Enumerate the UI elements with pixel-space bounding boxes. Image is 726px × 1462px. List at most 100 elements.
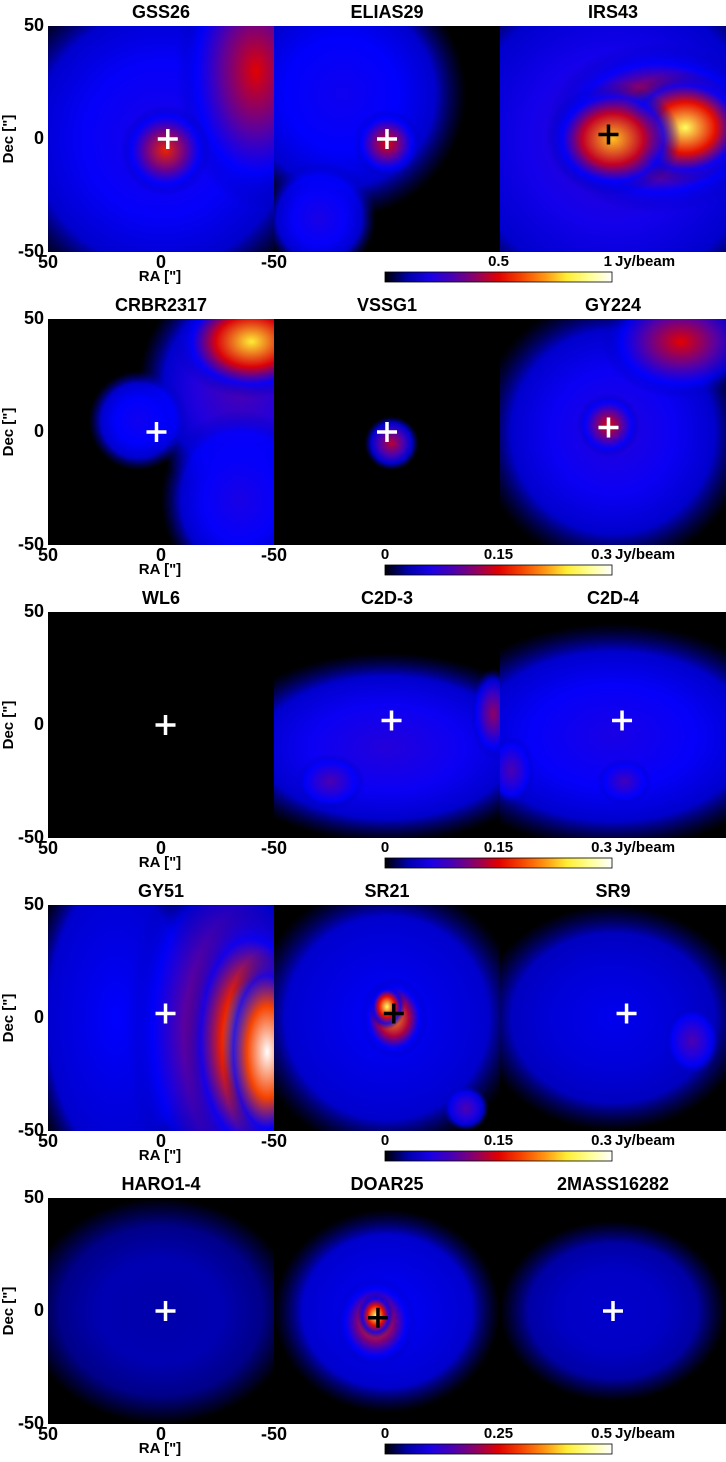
panel-title: ELIAS29 — [350, 2, 423, 22]
ra-tick-label: 0 — [156, 838, 166, 858]
dec-axis-label: Dec ["] — [0, 115, 17, 164]
panel-title: SR21 — [364, 881, 409, 901]
colorbar-tick-label: 0.25 — [484, 1425, 513, 1442]
emission — [500, 905, 726, 1131]
dec-tick-label: 0 — [34, 1300, 44, 1320]
source-cross — [383, 1003, 404, 1024]
map-panel — [48, 319, 274, 545]
dec-tick-label: -50 — [18, 1413, 44, 1433]
emission — [443, 1085, 489, 1131]
panel-row: GSS26 ELIAS29 IRS43 50 0 -50 Dec ["] 50 0 -50 RA [… — [0, 2, 726, 285]
colorbar-tick-label: 0.3 — [591, 546, 612, 563]
panel-title: C2D-4 — [587, 588, 639, 608]
panel-title: 2MASS16282 — [557, 1174, 669, 1194]
ra-axis-label: RA ["] — [139, 268, 181, 285]
dec-tick-label: 0 — [34, 714, 44, 734]
dec-axis-label: Dec ["] — [0, 701, 17, 750]
ra-tick-label: -50 — [261, 252, 287, 272]
colorbar — [384, 1150, 613, 1162]
ra-tick-label: 50 — [38, 1131, 58, 1151]
dec-axis-label: Dec ["] — [0, 1287, 17, 1336]
emission — [470, 668, 500, 759]
colorbar — [384, 1443, 613, 1455]
panel-title: GY224 — [585, 295, 641, 315]
source-cross — [598, 124, 619, 145]
ra-tick-label: 0 — [156, 1131, 166, 1151]
source-cross — [155, 1003, 176, 1024]
colorbar — [384, 564, 613, 576]
map-panel — [48, 1198, 274, 1424]
colorbar-tick-label: 0 — [381, 1425, 389, 1442]
dec-tick-label: 0 — [34, 1007, 44, 1027]
map-panel — [500, 612, 726, 838]
emission — [161, 409, 274, 545]
ra-tick-label: -50 — [261, 838, 287, 858]
map-panel — [48, 26, 274, 252]
emission — [88, 370, 189, 471]
dec-tick-label: 50 — [24, 601, 44, 621]
emission — [500, 623, 726, 838]
colorbar-tick-label: 0.3 — [591, 1132, 612, 1149]
map-panel — [48, 612, 274, 838]
source-cross — [155, 1301, 176, 1321]
ra-axis-label: RA ["] — [139, 1147, 181, 1164]
colorbar-tick-label: 1 — [604, 253, 612, 270]
ra-axis-label: RA ["] — [139, 561, 181, 578]
ra-tick-label: 0 — [156, 545, 166, 565]
colorbar-tick-label: 0.15 — [484, 546, 513, 563]
ra-tick-label: 50 — [38, 838, 58, 858]
dec-axis-label: Dec ["] — [0, 994, 17, 1043]
source-cross — [598, 417, 619, 438]
dec-tick-label: -50 — [18, 534, 44, 554]
ra-tick-label: 0 — [156, 252, 166, 272]
emission — [296, 754, 365, 809]
emission — [364, 416, 419, 471]
source-cross — [603, 1301, 623, 1321]
ra-tick-label: 50 — [38, 545, 58, 565]
colorbar-unit: Jy/beam — [615, 1132, 675, 1149]
panel-row: CRBR2317 VSSG1 GY224 50 0 -50 Dec ["] 50 0 -50 RA … — [0, 295, 726, 578]
emission — [597, 758, 652, 805]
source-cross — [377, 422, 397, 442]
dec-tick-label: 0 — [34, 421, 44, 441]
map-panel — [274, 612, 500, 838]
colorbar-unit: Jy/beam — [615, 546, 675, 563]
ra-tick-label: -50 — [261, 1131, 287, 1151]
source-cross — [612, 710, 633, 731]
map-panel — [274, 905, 500, 1131]
map-panel — [274, 1198, 500, 1424]
colorbar-tick-label: 0 — [381, 1132, 389, 1149]
panel-title: WL6 — [142, 588, 180, 608]
colorbar-tick-label: 0.15 — [484, 1132, 513, 1149]
emission — [274, 161, 376, 252]
dec-tick-label: 50 — [24, 15, 44, 35]
panel-title: IRS43 — [588, 2, 638, 22]
emission — [545, 82, 681, 196]
dec-tick-label: 50 — [24, 1187, 44, 1207]
ra-axis-label: RA ["] — [139, 1440, 181, 1457]
map-panel — [48, 905, 274, 1131]
dec-tick-label: -50 — [18, 1120, 44, 1140]
ra-tick-label: 50 — [38, 1424, 58, 1444]
panel-title: C2D-3 — [361, 588, 413, 608]
panel-title: GSS26 — [132, 2, 190, 22]
panel-title: CRBR2317 — [115, 295, 207, 315]
colorbar-unit: Jy/beam — [615, 1425, 675, 1442]
source-cross — [146, 422, 167, 442]
emission — [368, 984, 406, 1030]
dec-tick-label: 50 — [24, 308, 44, 328]
colorbar-tick-label: 0.15 — [484, 839, 513, 856]
panel-title: VSSG1 — [357, 295, 417, 315]
dec-tick-label: 0 — [34, 128, 44, 148]
ra-axis-label: RA ["] — [139, 854, 181, 871]
ra-tick-label: 0 — [156, 1424, 166, 1444]
colorbar — [384, 857, 613, 869]
ra-tick-label: -50 — [261, 1424, 287, 1444]
source-cross — [377, 129, 397, 149]
emission — [500, 736, 534, 805]
colorbar-tick-label: 0 — [381, 546, 389, 563]
source-cross — [381, 710, 402, 731]
colorbar-unit: Jy/beam — [615, 839, 675, 856]
